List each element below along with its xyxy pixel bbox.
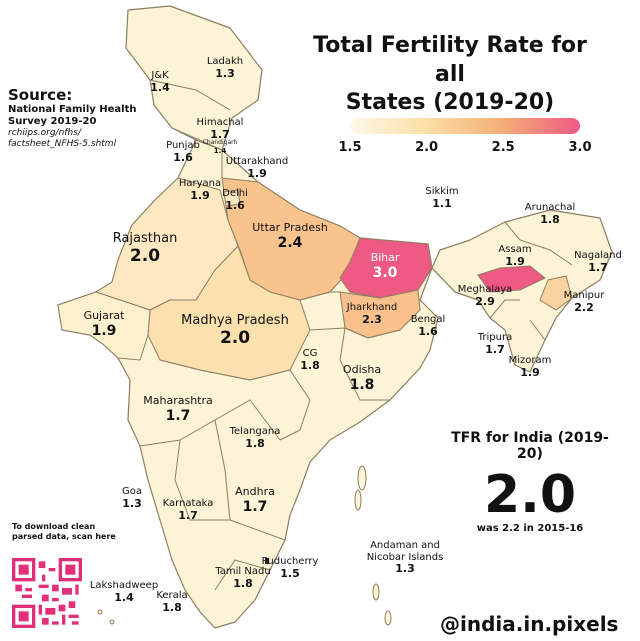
- state-label-andhra: Andhra 1.7: [235, 485, 275, 515]
- source-url[interactable]: factsheet_NFHS-5.shtml: [8, 138, 117, 149]
- state-label-tripura: Tripura 1.7: [477, 332, 513, 356]
- state-label-himachal: Himachal 1.7: [196, 117, 244, 141]
- state-label-punjab: Punjab 1.6: [166, 140, 200, 164]
- state-label-delhi: Delhi 1.6: [222, 188, 248, 212]
- lakshadweep-island: [97, 609, 103, 615]
- state-label-jk: J&K 1.4: [150, 70, 170, 94]
- source-line: National Family Health: [8, 104, 137, 115]
- legend-tick: 2.0: [415, 140, 439, 155]
- state-label-karnataka: Karnataka 1.7: [162, 498, 214, 522]
- state-label-tamil-nadu: Tamil Nadu 1.8: [215, 566, 271, 590]
- state-label-mizoram: Mizoram 1.9: [508, 355, 552, 379]
- download-note: To download clean parsed data, scan here: [12, 522, 116, 543]
- download-line: To download clean: [12, 522, 96, 531]
- india-tfr-previous: was 2.2 in 2015-16: [476, 522, 584, 534]
- qr-code-icon[interactable]: [12, 558, 82, 628]
- nicobar-island: [372, 583, 380, 601]
- legend-tick: 2.5: [491, 140, 515, 155]
- state-label-goa: Goa 1.3: [122, 486, 142, 510]
- state-label-maharashtra: Maharashtra 1.7: [143, 394, 213, 424]
- state-label-bihar: Bihar 3.0: [370, 251, 400, 281]
- state-label-arunachal: Arunachal 1.8: [524, 202, 576, 226]
- source-url[interactable]: rchiips.org/nfhs/: [8, 128, 81, 138]
- state-label-jharkhand: Jharkhand 2.3: [346, 302, 398, 326]
- state-label-telangana: Telangana 1.8: [229, 426, 281, 450]
- delhi-dot: [223, 189, 241, 207]
- state-label-assam: Assam 1.9: [498, 244, 532, 268]
- title-line-1: Total Fertility Rate for all: [313, 33, 587, 87]
- state-label-chandigarh: Chandigarh 1.4: [202, 139, 238, 155]
- state-label-manipur: Manipur 2.2: [563, 290, 605, 314]
- state-label-puducherry: Puducherry 1.5: [261, 556, 319, 580]
- state-label-meghalaya: Meghalaya 2.9: [457, 284, 513, 308]
- download-line: parsed data, scan here: [12, 532, 116, 542]
- state-label-sikkim: Sikkim 1.1: [425, 186, 459, 210]
- northeast-outline: [431, 209, 613, 373]
- legend-tick: 1.5: [338, 140, 362, 155]
- state-label-haryana: Haryana 1.9: [178, 178, 222, 202]
- color-legend: 1.5 2.0 2.5 3.0: [338, 118, 592, 158]
- manipur-fill: [539, 275, 573, 311]
- source-heading: Source:: [8, 86, 73, 104]
- state-label-gujarat: Gujarat 1.9: [83, 309, 125, 339]
- map-title: Total Fertility Rate for all States (201…: [300, 32, 600, 118]
- state-label-rajasthan: Rajasthan 2.0: [112, 231, 178, 266]
- state-label-cg: CG 1.8: [300, 348, 320, 372]
- gujarat-fill: [57, 291, 151, 361]
- lakshadweep-island: [109, 619, 115, 625]
- source-note: Source: National Family Health Survey 20…: [8, 86, 136, 150]
- india-tfr-heading: TFR for India (2019-20): [451, 430, 609, 462]
- nicobar-island: [384, 610, 392, 626]
- meghalaya-fill: [477, 265, 546, 293]
- state-label-mp: Madhya Pradesh 2.0: [181, 313, 289, 348]
- legend-tick: 3.0: [568, 140, 592, 155]
- state-label-up: Uttar Pradesh 2.4: [252, 221, 328, 251]
- puducherry-marker: [265, 558, 269, 564]
- andaman-island: [354, 489, 362, 511]
- author-handle: @india.in.pixels: [440, 612, 619, 636]
- state-label-bengal: Bengal 1.6: [410, 314, 446, 338]
- state-label-ladakh: Ladakh 1.3: [206, 56, 244, 80]
- state-label-uttarakhand: Uttarakhand 1.9: [225, 156, 289, 180]
- legend-gradient-bar: [350, 118, 580, 134]
- andaman-island: [357, 465, 367, 491]
- state-label-nagaland: Nagaland 1.7: [574, 250, 622, 274]
- state-label-odisha: Odisha 1.8: [342, 363, 382, 393]
- title-line-2: States (2019-20): [345, 90, 555, 116]
- state-label-andaman: Andaman and Nicobar Islands 1.3: [366, 540, 444, 575]
- source-line: Survey 2019-20: [8, 116, 97, 127]
- india-tfr-value: 2.0: [483, 465, 577, 525]
- legend-ticks: 1.5 2.0 2.5 3.0: [338, 140, 591, 158]
- india-tfr-box: TFR for India (2019-20) 2.0 was 2.2 in 2…: [445, 430, 615, 534]
- state-label-lakshadweep: Lakshadweep 1.4: [89, 580, 159, 604]
- state-label-kerala: Kerala 1.8: [156, 590, 188, 614]
